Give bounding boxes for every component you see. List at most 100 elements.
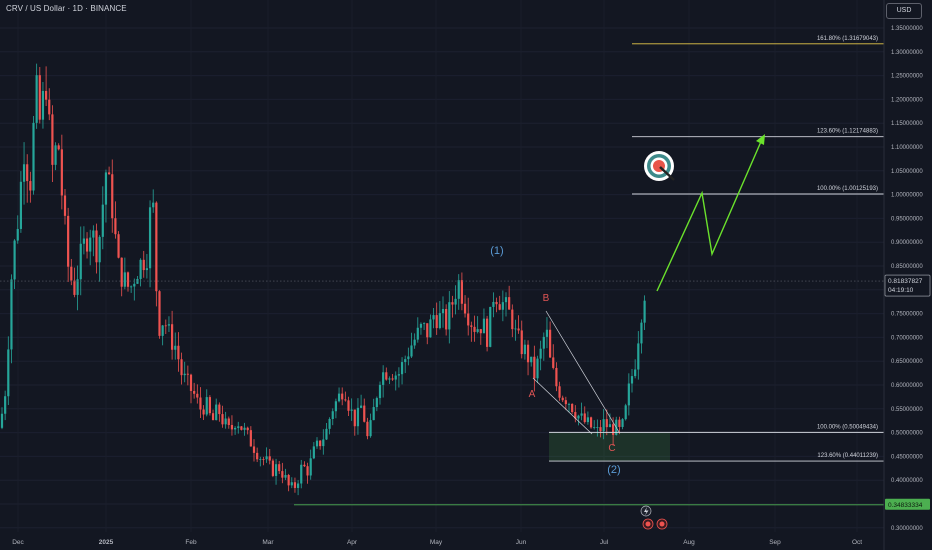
candle-body [523, 344, 526, 355]
time-tick-label: Jul [600, 539, 609, 546]
candle-body [637, 343, 640, 370]
target-icon [644, 151, 675, 181]
candle-body [341, 393, 344, 400]
candle-body [325, 428, 328, 440]
candle-body [145, 268, 148, 271]
candle-body [174, 345, 177, 350]
candle-body [451, 302, 454, 305]
candle-body [479, 329, 482, 334]
candlestick-series [0, 63, 646, 496]
candle-body [542, 336, 545, 349]
last-price-badge: 0.81837827 04:19:10 [884, 274, 931, 297]
candle-body [489, 306, 492, 347]
candle-body [448, 302, 451, 330]
candle-body [558, 386, 561, 398]
candle-body [643, 300, 646, 323]
candle-body [51, 114, 54, 165]
candle-body [158, 291, 161, 336]
candle-body [426, 323, 429, 338]
candle-body [429, 319, 432, 338]
candle-body [375, 398, 378, 408]
candle-body [89, 237, 92, 252]
candle-body [337, 393, 341, 402]
candle-body [193, 390, 196, 394]
candle-body [545, 329, 549, 337]
currency-button[interactable]: USD [886, 3, 922, 19]
candle-body [347, 400, 350, 411]
candle-body [63, 195, 67, 216]
candle-body [309, 458, 312, 476]
candle-body [574, 412, 577, 419]
candle-body [38, 75, 41, 120]
candle-body [400, 362, 404, 375]
time-tick-label: Jun [516, 539, 527, 546]
candle-body [256, 452, 259, 460]
candle-body [423, 323, 426, 325]
candle-body [467, 313, 470, 326]
candle-body [419, 323, 423, 328]
candle-body [199, 397, 202, 410]
candle-body [101, 204, 104, 237]
candle-body [95, 230, 98, 263]
candle-body [22, 164, 26, 182]
target-dart [659, 166, 675, 181]
candle-body [265, 456, 268, 460]
price-tick-label: 0.45000000 [891, 454, 923, 460]
candle-body [142, 259, 145, 271]
time-axis[interactable]: Dec 2025 Feb Mar Apr May Jun Jul Aug Sep Oct [12, 539, 862, 546]
price-tick-label: 0.65000000 [891, 359, 923, 365]
symbol-title: CRV / US Dollar · 1D · BINANCE [6, 4, 127, 13]
candle-body [378, 384, 382, 399]
candle-body [561, 397, 564, 401]
candle-body [249, 430, 252, 447]
candle-body [618, 419, 621, 427]
price-tick-label: 0.40000000 [891, 478, 923, 484]
candle-body [252, 446, 256, 453]
candle-body [612, 424, 615, 435]
candle-body [274, 464, 278, 476]
time-tick-label: Sep [769, 539, 781, 546]
candle-body [227, 418, 230, 425]
candle-body [460, 280, 463, 304]
candle-body [306, 466, 309, 476]
candle-body [580, 413, 583, 416]
candle-body [608, 424, 612, 428]
price-tick-label: 0.90000000 [891, 240, 923, 246]
candle-body [60, 149, 63, 196]
candle-body [262, 459, 265, 460]
candle-body [120, 257, 123, 287]
candle-body [117, 234, 120, 258]
candle-body [630, 376, 634, 384]
candle-body [410, 345, 413, 357]
candle-body [586, 417, 589, 423]
candle-body [476, 329, 479, 332]
candle-body [196, 393, 199, 398]
candle-body [268, 456, 271, 461]
candle-body [177, 345, 180, 360]
price-axis[interactable]: 1.35000000 1.30000000 1.25000000 1.20000000… [883, 0, 932, 550]
candle-body [577, 415, 580, 419]
candle-body [492, 301, 495, 307]
candle-body [70, 266, 73, 281]
wave-label: (2) [607, 464, 620, 476]
price-tick-label: 0.60000000 [891, 383, 923, 389]
candle-body [41, 90, 45, 120]
candle-body [73, 280, 76, 295]
candle-body [45, 90, 48, 100]
candle-body [369, 420, 372, 437]
time-tick-label: Feb [185, 539, 197, 546]
candle-body [133, 283, 136, 287]
candle-body [13, 240, 16, 280]
fib-label: 100.00% (0.50049434) [817, 424, 878, 430]
candle-body [19, 181, 22, 229]
candle-body [627, 383, 630, 406]
candle-body [297, 483, 300, 488]
candle-body [555, 367, 558, 387]
candle-body [208, 397, 211, 414]
candle-body [394, 375, 397, 380]
price-tick-label: 1.10000000 [891, 145, 923, 151]
candle-body [211, 413, 215, 421]
candle-body [363, 405, 366, 422]
candle-body [350, 409, 353, 411]
